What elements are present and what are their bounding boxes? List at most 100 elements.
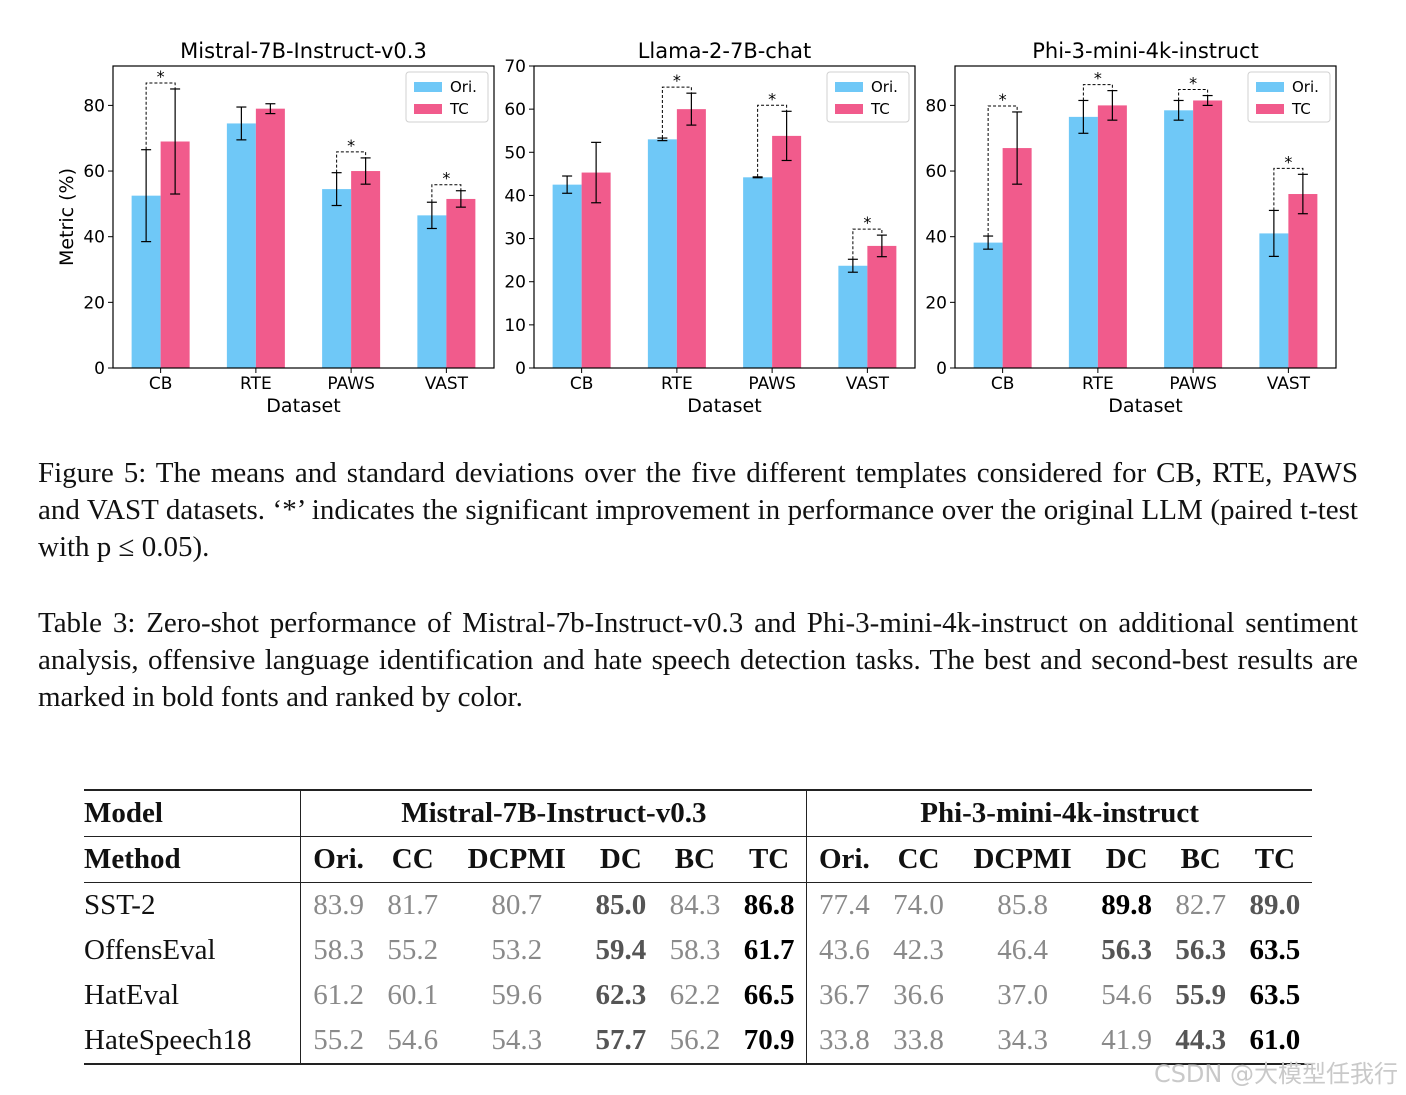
significance-bracket	[661, 86, 692, 139]
dataset-name: HatEval	[84, 973, 302, 1018]
y-tick-label: 60	[83, 162, 105, 182]
figure-caption: Figure 5: The means and standard deviati…	[38, 457, 1358, 563]
legend-label: TC	[1291, 100, 1311, 118]
y-tick-label: 0	[936, 359, 947, 379]
bar-ori-rte	[1068, 116, 1098, 368]
dataset-name: OffensEval	[84, 928, 302, 973]
x-tick-label: PAWS	[327, 374, 374, 394]
legend-swatch	[414, 104, 442, 114]
method-col: CC	[375, 836, 450, 883]
legend-label: Ori.	[450, 78, 477, 96]
method-col: BC	[657, 836, 732, 883]
score-cell: 59.6	[491, 979, 543, 1011]
significance-star: *	[1094, 69, 1102, 88]
chart-title: Mistral-7B-Instruct-v0.3	[180, 39, 427, 63]
chart-title: Llama-2-7B-chat	[638, 39, 812, 63]
legend-swatch	[1256, 82, 1284, 92]
table-caption: Table 3: Zero-shot performance of Mistra…	[38, 607, 1358, 713]
significance-bracket	[852, 228, 883, 260]
x-tick-label: CB	[570, 374, 594, 394]
table-row: SST-2 83.9 81.7 80.7 85.0 84.3 86.8 77.4 74.0 85.…	[84, 882, 1312, 928]
score-cell: 89.8	[1089, 882, 1164, 928]
bar-ori-paws	[322, 189, 352, 368]
score-cell: 89.0	[1237, 882, 1312, 928]
score-cell: 59.4	[595, 934, 647, 966]
y-tick-label: 20	[83, 293, 105, 313]
x-tick-label: PAWS	[1169, 374, 1216, 394]
dataset-name: SST-2	[84, 882, 302, 928]
y-tick-label: 20	[504, 273, 526, 293]
significance-star: *	[999, 90, 1007, 109]
bar-ori-vast	[838, 265, 868, 368]
score-cell: 41.9	[1089, 1018, 1164, 1065]
legend-label: Ori.	[1292, 78, 1319, 96]
score-cell: 44.3	[1163, 1018, 1238, 1065]
score-cell: 61.2	[313, 979, 364, 1011]
y-tick-label: 40	[504, 186, 526, 206]
score-cell: 54.3	[449, 1018, 584, 1065]
bar-ori-paws	[743, 177, 773, 368]
score-cell: 82.7	[1163, 882, 1238, 928]
score-cell: 33.8	[881, 1018, 956, 1065]
legend-label: TC	[870, 100, 890, 118]
method-col: DC	[1089, 836, 1164, 883]
y-tick-label: 70	[504, 57, 526, 77]
x-tick-label: CB	[149, 374, 173, 394]
score-cell: 70.9	[732, 1018, 808, 1065]
chart-panel-2: CB * RTE * PAWS * VAST 0 10 20 30 40 50 60 70 Llama-2-7…	[504, 39, 916, 417]
x-tick-label: PAWS	[748, 374, 795, 394]
score-cell: 36.7	[818, 979, 870, 1011]
significance-star: *	[347, 136, 355, 155]
score-cell: 54.6	[1101, 979, 1153, 1011]
bar-tc-cb	[581, 172, 611, 368]
dataset-name: HateSpeech18	[84, 1018, 302, 1065]
chart-panel-1: * CB RTE * PAWS * VAST 0 20 40 60 80 Mistral-7B-Inst…	[56, 39, 495, 417]
significance-bracket	[987, 105, 1018, 237]
x-tick-label: RTE	[1082, 374, 1114, 394]
y-tick-label: 40	[925, 228, 947, 248]
score-cell: 61.0	[1237, 1018, 1312, 1065]
score-cell: 37.0	[997, 979, 1048, 1011]
bar-ori-paws	[1164, 110, 1194, 368]
score-cell: 60.1	[387, 979, 439, 1011]
significance-bracket	[1273, 167, 1304, 211]
method-col: Ori.	[806, 836, 882, 883]
score-cell: 56.3	[1101, 934, 1153, 966]
significance-star: *	[1189, 74, 1197, 93]
bar-tc-paws	[1193, 100, 1223, 368]
x-tick-label: RTE	[240, 374, 272, 394]
bar-tc-paws	[351, 171, 381, 368]
table-header-model-row: Model Mistral-7B-Instruct-v0.3 Phi-3-min…	[84, 789, 1312, 837]
method-col: Ori.	[300, 836, 376, 883]
score-cell: 77.4	[806, 882, 882, 928]
legend-swatch	[835, 104, 863, 114]
watermark: CSDN @大模型任我行	[1153, 1060, 1398, 1088]
x-tick-label: VAST	[846, 374, 890, 394]
y-tick-label: 10	[504, 316, 526, 336]
axes-frame	[533, 65, 916, 369]
axes-frame	[112, 65, 495, 369]
score-cell: 53.2	[491, 934, 543, 966]
y-tick-label: 40	[83, 228, 105, 248]
model-header: Model	[84, 789, 302, 837]
y-tick-label: 80	[83, 96, 105, 116]
significance-bracket	[336, 151, 367, 173]
y-tick-label: 0	[515, 359, 526, 379]
y-tick-label: 60	[504, 100, 526, 120]
x-tick-label: CB	[991, 374, 1015, 394]
bar-charts: * CB RTE * PAWS * VAST 0 20 40 60 80 Mistral-7B-Inst…	[56, 39, 1337, 417]
bar-tc-rte	[676, 109, 706, 369]
score-cell: 56.3	[1175, 934, 1227, 966]
significance-star: *	[1284, 152, 1292, 171]
score-cell: 55.2	[387, 934, 439, 966]
axes-frame	[954, 65, 1337, 369]
score-cell: 63.5	[1249, 934, 1301, 966]
bar-tc-paws	[772, 135, 802, 368]
table-header-method-row: Method Ori. CC DCPMI DC BC TC Ori. CC DC…	[84, 836, 1312, 883]
score-cell: 55.2	[300, 1018, 376, 1065]
significance-star: *	[442, 169, 450, 188]
score-cell: 80.7	[449, 882, 584, 928]
significance-bracket	[1082, 84, 1113, 101]
score-cell: 66.5	[732, 973, 808, 1018]
significance-star: *	[157, 67, 165, 86]
